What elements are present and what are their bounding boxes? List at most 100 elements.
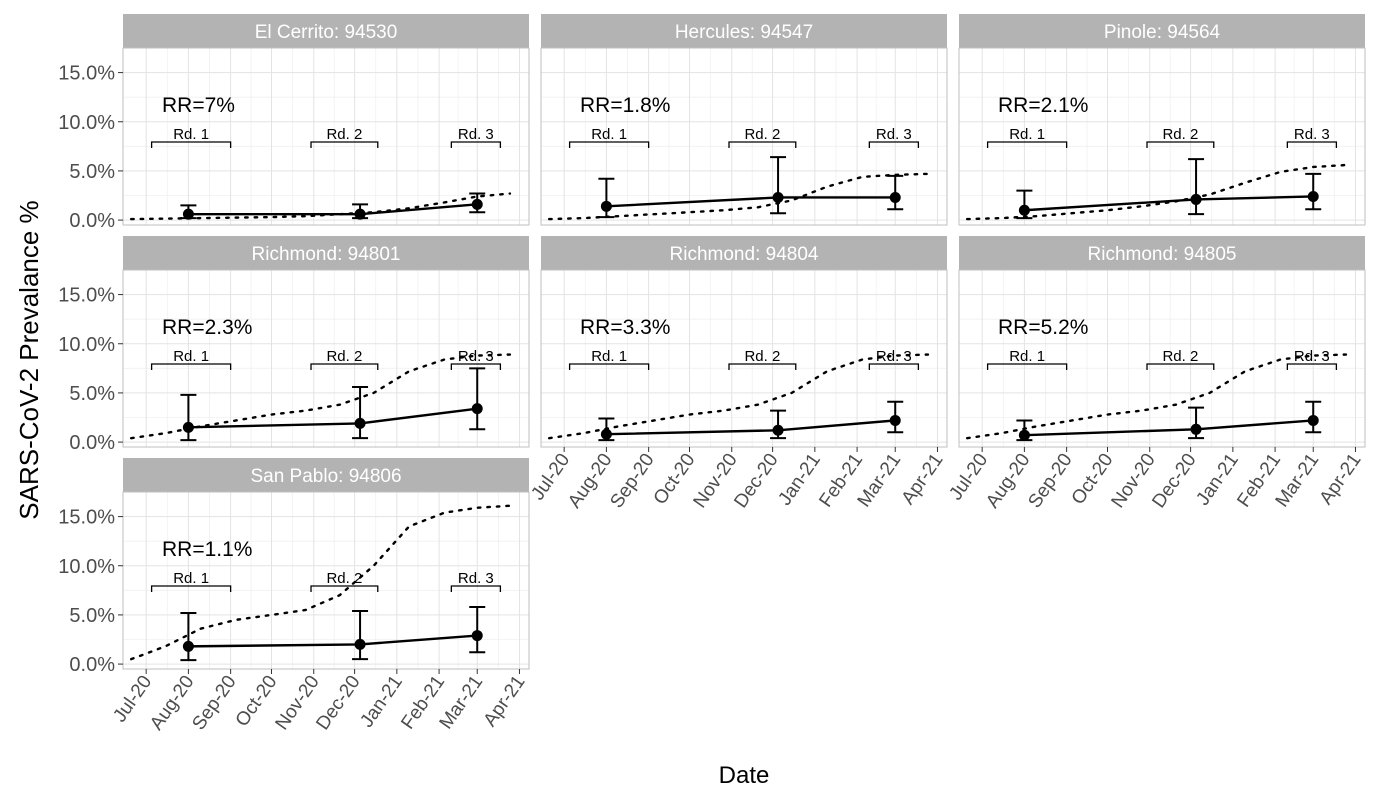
- data-point: [471, 198, 483, 210]
- round-label: Rd. 1: [1009, 126, 1045, 143]
- panel-strip: [123, 458, 529, 492]
- round-bracket: [1286, 363, 1338, 370]
- data-point: [772, 424, 784, 436]
- data-point: [1307, 414, 1319, 426]
- panel-title: Richmond: 94805: [1088, 244, 1237, 265]
- x-tick-label: Dec-20: [1148, 450, 1200, 512]
- modeled-line: [129, 353, 512, 440]
- panel-7: San Pablo: 948060.0%5.0%10.0%15.0%Jul-20…: [58, 458, 530, 734]
- round-label: Rd. 1: [173, 348, 209, 365]
- round-label: Rd. 3: [458, 348, 494, 365]
- data-point: [1190, 193, 1202, 205]
- rr-label: RR=1.1%: [162, 538, 252, 561]
- x-tick-label: Apr-21: [898, 450, 948, 509]
- panel-4: Richmond: 94801 0.0% 5.0% 10.0% 15.0% Rd. 1 Rd…: [58, 236, 530, 454]
- round-label: Rd. 3: [876, 348, 912, 365]
- round-label: Rd. 2: [1162, 126, 1198, 143]
- round-label: Rd. 3: [458, 126, 494, 143]
- round-bracket: [450, 585, 502, 592]
- round-label: Rd. 2: [326, 570, 362, 587]
- y-tick-label: 15.0%: [58, 285, 115, 307]
- round-bracket: [150, 141, 232, 148]
- round-label: Rd. 2: [326, 126, 362, 143]
- round-bracket: [150, 585, 232, 592]
- panel-strip: [123, 236, 529, 270]
- round-bracket: [1146, 141, 1215, 148]
- round-bracket: [868, 363, 920, 370]
- data-point: [889, 414, 901, 426]
- modeled-line: [129, 504, 512, 661]
- round-label: Rd. 2: [1162, 348, 1198, 365]
- round-label: Rd. 1: [1009, 348, 1045, 365]
- data-point: [1190, 423, 1202, 435]
- round-bracket: [1146, 363, 1215, 370]
- data-point: [182, 640, 194, 652]
- panel-title: El Cerrito: 94530: [255, 22, 398, 43]
- y-tick-label: 0.0%: [69, 654, 115, 676]
- panel-6: Richmond: 94805Jul-20Aug-20Sep-20Oct-20N…: [945, 236, 1366, 512]
- round-label: Rd. 3: [876, 126, 912, 143]
- data-point: [354, 208, 366, 220]
- round-bracket: [986, 363, 1068, 370]
- plot-border: [122, 47, 530, 226]
- panel-3: Pinole: 94564 Rd. 1 Rd. 2 Rd. 3 RR=2.1%: [958, 14, 1366, 226]
- x-tick-label: Sep-20: [188, 672, 240, 734]
- panel-strip: [541, 14, 947, 48]
- round-bracket: [986, 141, 1068, 148]
- round-bracket: [310, 141, 379, 148]
- x-axis-title: Date: [719, 762, 770, 789]
- data-point: [600, 200, 612, 212]
- panel-1: El Cerrito: 94530 0.0% 5.0% 10.0% 15.0% Rd. 1…: [58, 14, 530, 232]
- round-label: Rd. 3: [1294, 348, 1330, 365]
- panel-5: Richmond: 94804Jul-20Aug-20Sep-20Oct-20N…: [527, 236, 948, 512]
- round-label: Rd. 2: [326, 348, 362, 365]
- modeled-line: [965, 163, 1348, 221]
- data-point: [1018, 204, 1030, 216]
- data-point: [1018, 429, 1030, 441]
- y-tick-label: 10.0%: [58, 556, 115, 578]
- round-label: Rd. 3: [458, 570, 494, 587]
- data-point: [600, 428, 612, 440]
- panel-strip: [959, 14, 1365, 48]
- round-label: Rd. 1: [591, 126, 627, 143]
- y-tick-label: 15.0%: [58, 507, 115, 529]
- modeled-line: [547, 353, 930, 440]
- y-tick-label: 10.0%: [58, 112, 115, 134]
- round-bracket: [568, 141, 650, 148]
- data-point: [182, 208, 194, 220]
- plot-border: [958, 269, 1366, 448]
- plot-border: [540, 47, 948, 226]
- round-label: Rd. 1: [173, 570, 209, 587]
- modeled-line: [965, 353, 1348, 440]
- y-axis-title: SARS-CoV-2 Prevalance %: [14, 200, 44, 519]
- rr-label: RR=2.3%: [162, 316, 252, 339]
- plot-border: [122, 269, 530, 448]
- y-tick-label: 0.0%: [69, 210, 115, 232]
- panel-title: Hercules: 94547: [675, 22, 813, 43]
- x-tick-label: Apr-21: [480, 672, 530, 731]
- round-bracket: [310, 363, 379, 370]
- rr-label: RR=1.8%: [580, 94, 670, 117]
- round-bracket: [310, 585, 379, 592]
- plot-border: [122, 491, 530, 670]
- y-tick-label: 15.0%: [58, 63, 115, 85]
- round-label: Rd. 2: [744, 126, 780, 143]
- plot-border: [540, 269, 948, 448]
- data-point: [354, 638, 366, 650]
- x-tick-label: Dec-20: [730, 450, 782, 512]
- y-tick-label: 5.0%: [69, 383, 115, 405]
- rr-label: RR=2.1%: [998, 94, 1088, 117]
- rr-label: RR=3.3%: [580, 316, 670, 339]
- panel-title: Richmond: 94804: [670, 244, 819, 265]
- round-bracket: [1286, 141, 1338, 148]
- round-label: Rd. 1: [591, 348, 627, 365]
- panel-2: Hercules: 94547 Rd. 1 Rd. 2 Rd. 3 RR=1.8%: [540, 14, 948, 226]
- y-tick-label: 10.0%: [58, 334, 115, 356]
- round-bracket: [728, 141, 797, 148]
- rr-label: RR=5.2%: [998, 316, 1088, 339]
- rr-label: RR=7%: [162, 94, 235, 117]
- data-point: [471, 630, 483, 642]
- round-bracket: [450, 363, 502, 370]
- plot-border: [958, 47, 1366, 226]
